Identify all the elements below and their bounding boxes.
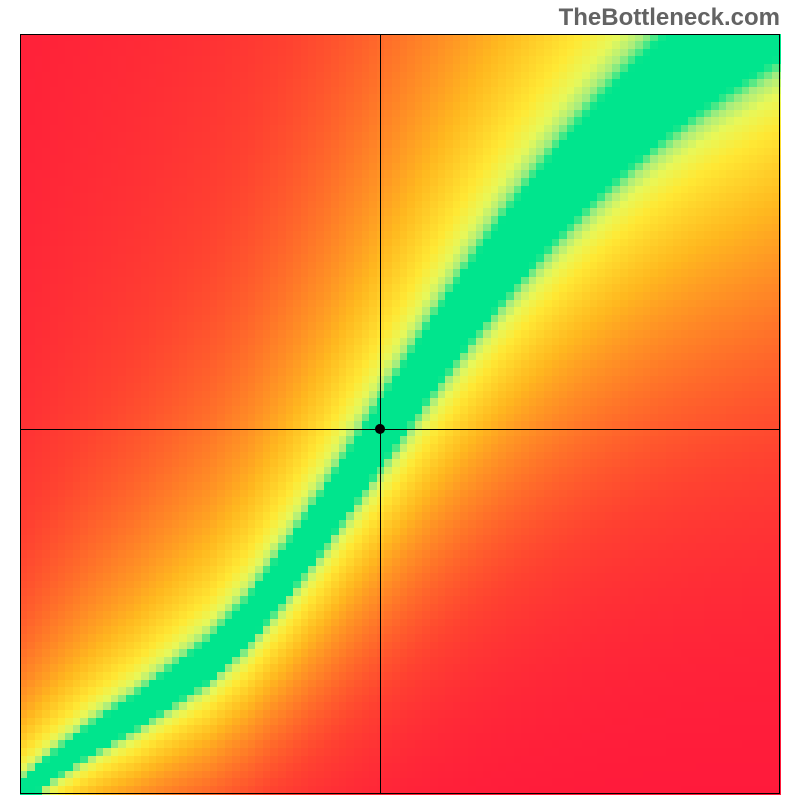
chart-container: TheBottleneck.com (0, 0, 800, 800)
watermark-label: TheBottleneck.com (559, 4, 780, 32)
bottleneck-heatmap (0, 0, 800, 800)
